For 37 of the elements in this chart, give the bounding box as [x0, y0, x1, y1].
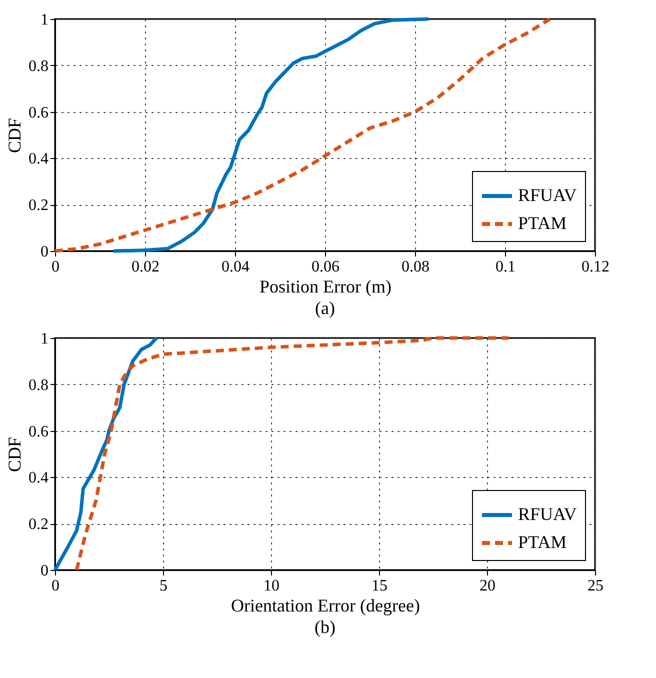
y-tick-label: 0.4	[28, 150, 48, 168]
y-tick-label: 0.2	[28, 516, 48, 534]
line-series	[112, 17, 430, 253]
y-axis-title: CDF	[4, 118, 24, 154]
y-tick-label: 0.8	[28, 376, 48, 394]
x-tick-label: 0.12	[582, 258, 610, 276]
text: (b)	[314, 617, 336, 637]
x-tick-label: 15	[372, 578, 388, 594]
x-tick-label: 25	[588, 578, 604, 594]
legend-label: PTAM	[518, 213, 567, 233]
y-tick-label: 0.2	[28, 197, 48, 214]
y-tick-label: 0.8	[28, 58, 48, 75]
x-axis-title: Orientation Error (degree)	[231, 596, 420, 616]
y-tick-label: 0.6	[28, 104, 48, 122]
x-tick-label: 20	[480, 578, 496, 594]
y-tick-label: 0	[40, 562, 48, 580]
y-tick-label: 1	[40, 12, 48, 28]
x-tick-label: 0	[52, 578, 60, 594]
x-tick-label: 0.02	[132, 258, 160, 276]
y-tick-label: 0	[40, 244, 48, 260]
x-tick-label: 0.08	[402, 258, 430, 276]
legend-label: RFUAV	[518, 504, 577, 524]
legend-label: RFUAV	[518, 185, 577, 205]
y-tick-label: 1	[40, 330, 48, 348]
x-tick-label: 10	[264, 578, 280, 594]
y-tick-label: 0.6	[28, 423, 48, 440]
x-tick-label: 0	[52, 258, 60, 276]
legend-label: PTAM	[518, 532, 567, 552]
x-tick-label: 0.06	[312, 258, 340, 276]
x-tick-label: 0.1	[496, 258, 516, 276]
y-axis-title: CDF	[4, 436, 24, 472]
x-tick-label: 0.04	[222, 258, 250, 276]
x-axis-title: Position Error (m)	[260, 276, 392, 296]
x-tick-label: 5	[160, 578, 168, 594]
text: (a)	[315, 298, 335, 318]
y-tick-label: 0.4	[28, 470, 48, 487]
line-series	[74, 336, 510, 572]
